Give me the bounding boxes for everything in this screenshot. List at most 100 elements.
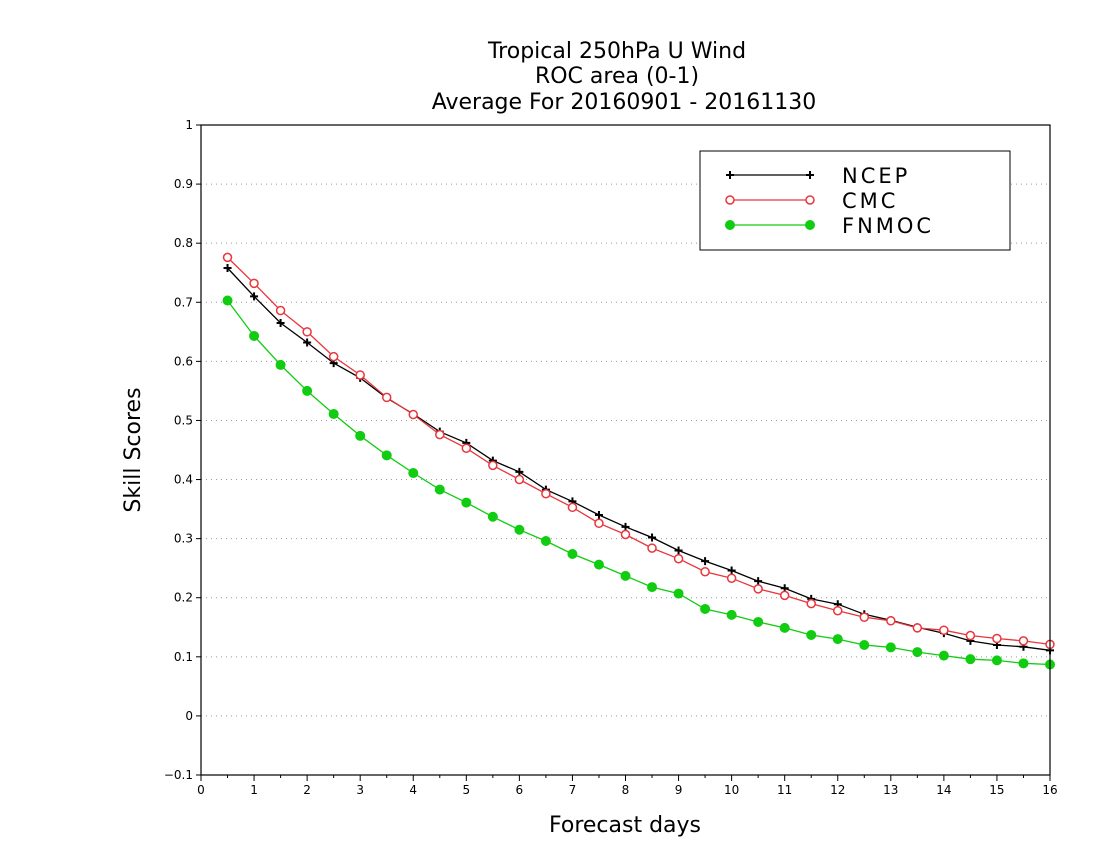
y-tick-label: −0.1 bbox=[164, 768, 193, 782]
data-point-fnmoc bbox=[275, 359, 286, 370]
data-point-ncep bbox=[727, 566, 736, 575]
y-tick-label: 0.9 bbox=[174, 177, 193, 191]
data-point-fnmoc bbox=[540, 536, 551, 546]
data-point-ncep bbox=[250, 292, 259, 301]
legend-marker-ncep bbox=[806, 171, 814, 179]
legend-marker-ncep bbox=[726, 171, 734, 179]
data-point-fnmoc bbox=[461, 497, 472, 508]
y-tick-label: 0.1 bbox=[174, 650, 193, 664]
data-point-cmc bbox=[355, 370, 365, 380]
x-tick-label: 16 bbox=[1042, 783, 1057, 797]
y-tick-label: 0.6 bbox=[174, 354, 193, 368]
x-tick-label: 0 bbox=[197, 783, 205, 797]
data-point-fnmoc bbox=[859, 640, 870, 650]
legend-label-fnmoc: FNMOC bbox=[842, 214, 934, 238]
data-point-ncep bbox=[223, 264, 232, 272]
data-point-cmc bbox=[461, 443, 472, 453]
legend-marker-cmc bbox=[725, 195, 735, 205]
x-axis-label: Forecast days bbox=[549, 813, 701, 838]
x-tick-label: 1 bbox=[250, 783, 258, 797]
data-point-cmc bbox=[567, 502, 578, 513]
data-point-cmc bbox=[514, 474, 525, 485]
data-point-fnmoc bbox=[1018, 658, 1029, 669]
x-tick-label: 4 bbox=[409, 783, 417, 797]
data-point-ncep bbox=[648, 533, 657, 542]
plot-frame bbox=[200, 124, 1051, 776]
x-tick-label: 12 bbox=[830, 783, 845, 797]
x-tick-label: 14 bbox=[936, 783, 951, 797]
title-line-1: Tropical 250hPa U Wind bbox=[487, 39, 746, 64]
data-point-cmc bbox=[620, 529, 631, 540]
data-point-cmc bbox=[912, 623, 923, 633]
data-point-cmc bbox=[753, 584, 763, 594]
y-axis-ticks: −0.1 0 0.1 0.2 0.3 0.4 0.5 0.6 0.7 0.8 0.9 1 bbox=[164, 118, 201, 782]
data-point-ncep bbox=[754, 577, 763, 586]
data-point-fnmoc bbox=[965, 654, 976, 665]
data-point-cmc bbox=[381, 392, 392, 403]
y-tick-label: 0.3 bbox=[174, 532, 193, 546]
data-point-ncep bbox=[303, 338, 312, 347]
data-point-fnmoc bbox=[753, 616, 764, 627]
data-point-cmc bbox=[647, 543, 657, 553]
data-point-ncep bbox=[674, 546, 683, 555]
x-tick-label: 9 bbox=[675, 783, 683, 797]
data-point-cmc bbox=[328, 351, 339, 362]
data-point-fnmoc bbox=[408, 468, 419, 479]
data-point-fnmoc bbox=[514, 524, 525, 535]
data-point-fnmoc bbox=[381, 450, 392, 461]
x-tick-label: 5 bbox=[462, 783, 470, 797]
legend-label-ncep: NCEP bbox=[842, 164, 910, 188]
legend-marker-fnmoc bbox=[725, 220, 735, 230]
x-tick-label: 8 bbox=[622, 783, 630, 797]
data-point-cmc bbox=[408, 409, 418, 420]
data-point-cmc bbox=[222, 252, 233, 263]
data-point-fnmoc bbox=[885, 642, 896, 653]
data-point-fnmoc bbox=[912, 647, 923, 658]
data-point-cmc bbox=[302, 327, 312, 337]
y-tick-label: 0.4 bbox=[174, 473, 193, 487]
data-point-ncep bbox=[276, 318, 285, 327]
data-point-fnmoc bbox=[434, 484, 445, 495]
data-point-cmc bbox=[435, 429, 445, 440]
x-tick-label: 3 bbox=[356, 783, 364, 797]
data-point-fnmoc bbox=[673, 588, 684, 599]
data-point-cmc bbox=[886, 616, 896, 626]
legend-marker-cmc bbox=[805, 195, 815, 205]
data-point-cmc bbox=[965, 630, 976, 641]
x-tick-label: 15 bbox=[989, 783, 1004, 797]
data-point-fnmoc bbox=[700, 603, 711, 614]
data-point-fnmoc bbox=[806, 629, 817, 640]
data-point-cmc bbox=[1018, 636, 1029, 646]
data-point-fnmoc bbox=[991, 655, 1002, 666]
data-point-fnmoc bbox=[620, 570, 631, 581]
data-point-fnmoc bbox=[832, 634, 843, 645]
data-point-ncep bbox=[515, 467, 524, 476]
data-point-fnmoc bbox=[249, 330, 260, 341]
x-tick-label: 10 bbox=[724, 783, 739, 797]
x-axis-ticks: 0 1 2 3 4 5 6 7 8 9 10 11 12 13 14 15 16 bbox=[197, 775, 1058, 797]
data-point-cmc bbox=[779, 590, 790, 601]
data-point-cmc bbox=[541, 488, 551, 499]
y-tick-label: 0.8 bbox=[174, 236, 193, 250]
y-tick-label: 0.2 bbox=[174, 591, 193, 605]
data-point-fnmoc bbox=[726, 609, 737, 620]
data-point-cmc bbox=[833, 605, 843, 616]
data-point-cmc bbox=[488, 460, 498, 471]
data-point-fnmoc bbox=[487, 511, 498, 522]
data-point-fnmoc bbox=[355, 430, 366, 441]
data-point-fnmoc bbox=[647, 582, 658, 593]
title-line-3: Average For 20160901 - 20161130 bbox=[432, 90, 817, 115]
data-point-ncep bbox=[621, 522, 630, 531]
title-line-2: ROC area (0-1) bbox=[535, 64, 699, 89]
x-tick-label: 2 bbox=[303, 783, 311, 797]
data-point-fnmoc bbox=[567, 549, 578, 559]
series-line-ncep bbox=[227, 267, 1051, 651]
legend-marker-fnmoc bbox=[805, 220, 815, 230]
y-tick-label: 1 bbox=[185, 118, 193, 132]
data-point-ncep bbox=[594, 511, 603, 519]
series-line-cmc bbox=[227, 256, 1051, 646]
data-point-cmc bbox=[939, 625, 949, 635]
data-point-cmc bbox=[249, 278, 259, 289]
